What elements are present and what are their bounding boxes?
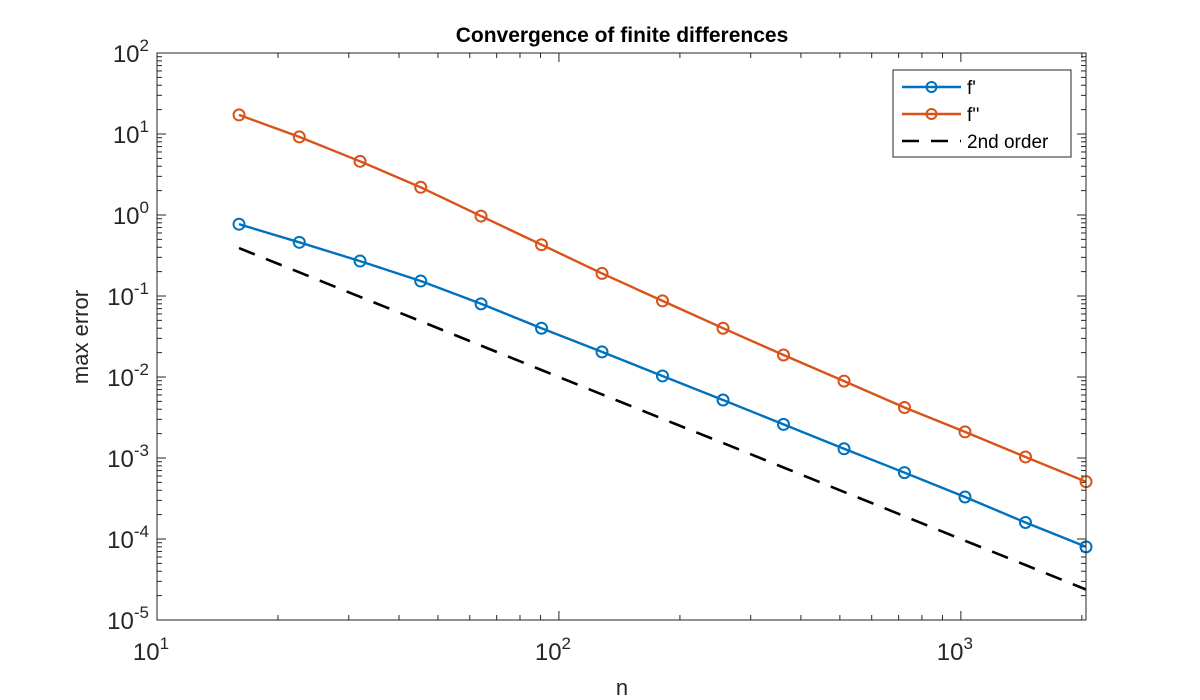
data-point — [958, 425, 972, 439]
data-point — [292, 235, 306, 249]
data-point — [837, 442, 851, 456]
data-point — [897, 466, 911, 480]
y-tick-label: 10-2 — [107, 360, 149, 392]
data-point — [353, 154, 367, 168]
data-point — [716, 393, 730, 407]
data-point — [535, 238, 549, 252]
data-point — [535, 321, 549, 335]
data-point — [716, 321, 730, 335]
y-tick-label: 102 — [113, 36, 149, 68]
y-tick-label: 10-5 — [107, 603, 149, 635]
data-point — [414, 180, 428, 194]
data-point — [776, 417, 790, 431]
data-point — [474, 297, 488, 311]
y-tick-label: 101 — [113, 117, 149, 149]
data-point — [292, 130, 306, 144]
x-tick-label: 101 — [133, 634, 169, 666]
legend-label: 2nd order — [967, 132, 1049, 153]
data-point — [656, 369, 670, 383]
data-point — [776, 348, 790, 362]
data-point — [1018, 515, 1032, 529]
x-tick-label: 102 — [535, 634, 571, 666]
legend: f' f'' 2nd order — [892, 69, 1072, 158]
data-point — [958, 490, 972, 504]
series-line-1 — [238, 113, 1087, 483]
y-tick-label: 10-4 — [107, 522, 149, 554]
data-point — [595, 345, 609, 359]
x-axis-label: n — [616, 675, 628, 700]
plot-area-frame — [156, 52, 1087, 621]
legend-label: f' — [967, 78, 976, 99]
y-tick-label: 100 — [113, 198, 149, 230]
data-point — [595, 266, 609, 280]
y-tick-label: 10-1 — [107, 279, 149, 311]
data-point — [232, 217, 246, 231]
legend-label: f'' — [967, 105, 980, 126]
series-line-2 — [238, 246, 1087, 591]
legend-marker — [925, 108, 938, 120]
data-point — [353, 254, 367, 268]
data-point — [897, 401, 911, 415]
data-point — [232, 108, 246, 122]
series-group — [232, 108, 1093, 591]
y-tick-label: 10-3 — [107, 441, 149, 473]
legend-marker — [925, 81, 938, 93]
data-point — [414, 274, 428, 288]
data-point — [837, 374, 851, 388]
data-point — [474, 209, 488, 223]
chart-title: Convergence of finite differences — [456, 24, 789, 47]
data-point — [1018, 450, 1032, 464]
data-point — [656, 294, 670, 308]
y-axis-label: max error — [68, 290, 93, 384]
series-line-0 — [238, 223, 1087, 548]
x-tick-label: 103 — [937, 634, 973, 666]
